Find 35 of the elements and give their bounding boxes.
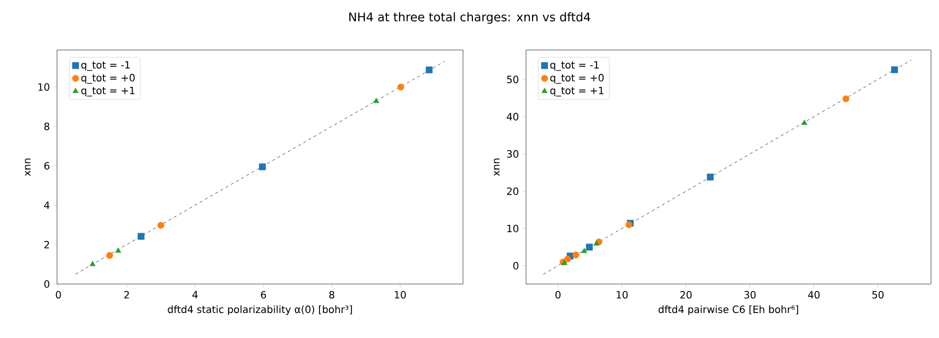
- y-tick-label: 40: [506, 112, 518, 120]
- x-tick-label: 10: [394, 291, 406, 299]
- legend-label: q_tot = -1: [81, 61, 130, 71]
- y-axis-title: xnn: [24, 158, 30, 176]
- x-tick-label: 2: [124, 291, 129, 298]
- legend-label: q_tot = +0: [81, 74, 135, 84]
- y-tick-label: 0: [44, 280, 50, 288]
- y-tick-label: 6: [44, 162, 50, 170]
- y-tick-label: 50: [507, 76, 518, 84]
- y-tick-label: 30: [507, 150, 518, 158]
- y-tick-label: 10: [38, 83, 50, 91]
- x-tick-label: 20: [680, 291, 692, 299]
- legend-label: q_tot = +1: [81, 86, 134, 96]
- y-tick-label: 2: [44, 240, 49, 248]
- x-tick-label: 30: [744, 291, 756, 299]
- x-tick-label: 10: [616, 291, 628, 299]
- y-tick-label: 0: [513, 262, 518, 270]
- y-axis-title: xnn: [494, 158, 500, 176]
- x-tick-label: 0: [555, 291, 561, 299]
- legend-label: q_tot = -1: [550, 61, 599, 71]
- x-tick-label: 0: [56, 291, 61, 299]
- x-tick-label: 40: [808, 291, 820, 299]
- chart-title: NH4 at three total charges: xnn vs dftd4: [349, 12, 590, 24]
- y-tick-label: 4: [44, 202, 50, 209]
- x-axis-title: dftd4 static polarizability α(0) [bohr³]: [168, 305, 352, 316]
- x-axis-title: dftd4 pairwise C6 [Eh bohr⁶]: [658, 305, 798, 316]
- y-tick-label: 8: [44, 122, 50, 130]
- legend-label: q_tot = +1: [550, 86, 604, 96]
- y-tick-label: 10: [507, 224, 518, 232]
- x-tick-label: 4: [192, 291, 198, 298]
- x-tick-label: 50: [872, 291, 884, 299]
- x-tick-label: 6: [260, 291, 266, 299]
- x-tick-label: 8: [329, 291, 334, 299]
- legend-label: q_tot = +0: [550, 74, 604, 84]
- y-tick-label: 20: [507, 187, 518, 195]
